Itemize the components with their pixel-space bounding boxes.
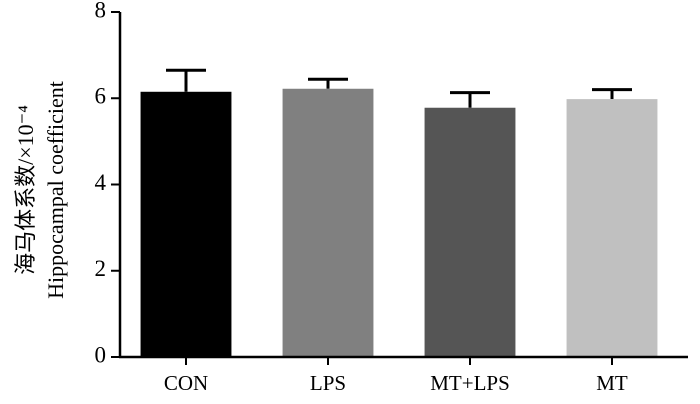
y-tick-label: 2 <box>95 256 107 281</box>
bar <box>424 107 516 357</box>
bar <box>282 88 374 357</box>
x-tick-label: MT+LPS <box>430 371 510 395</box>
x-tick-label: LPS <box>310 371 346 395</box>
y-tick-label: 4 <box>95 170 107 195</box>
y-axis-label-line: Hippocampal coefficient <box>43 81 68 299</box>
y-tick-label: 6 <box>95 84 107 109</box>
bar <box>566 99 658 358</box>
y-tick-label: 8 <box>95 0 107 22</box>
x-tick-label: CON <box>164 371 208 395</box>
y-axis-label-line: 海马体系数/×10⁻⁴ <box>13 105 38 275</box>
bar <box>140 91 232 357</box>
y-axis-label: 海马体系数/×10⁻⁴ Hippocampal coefficient <box>13 81 68 299</box>
x-tick-label: MT <box>596 371 628 395</box>
y-tick-label: 0 <box>95 342 107 367</box>
